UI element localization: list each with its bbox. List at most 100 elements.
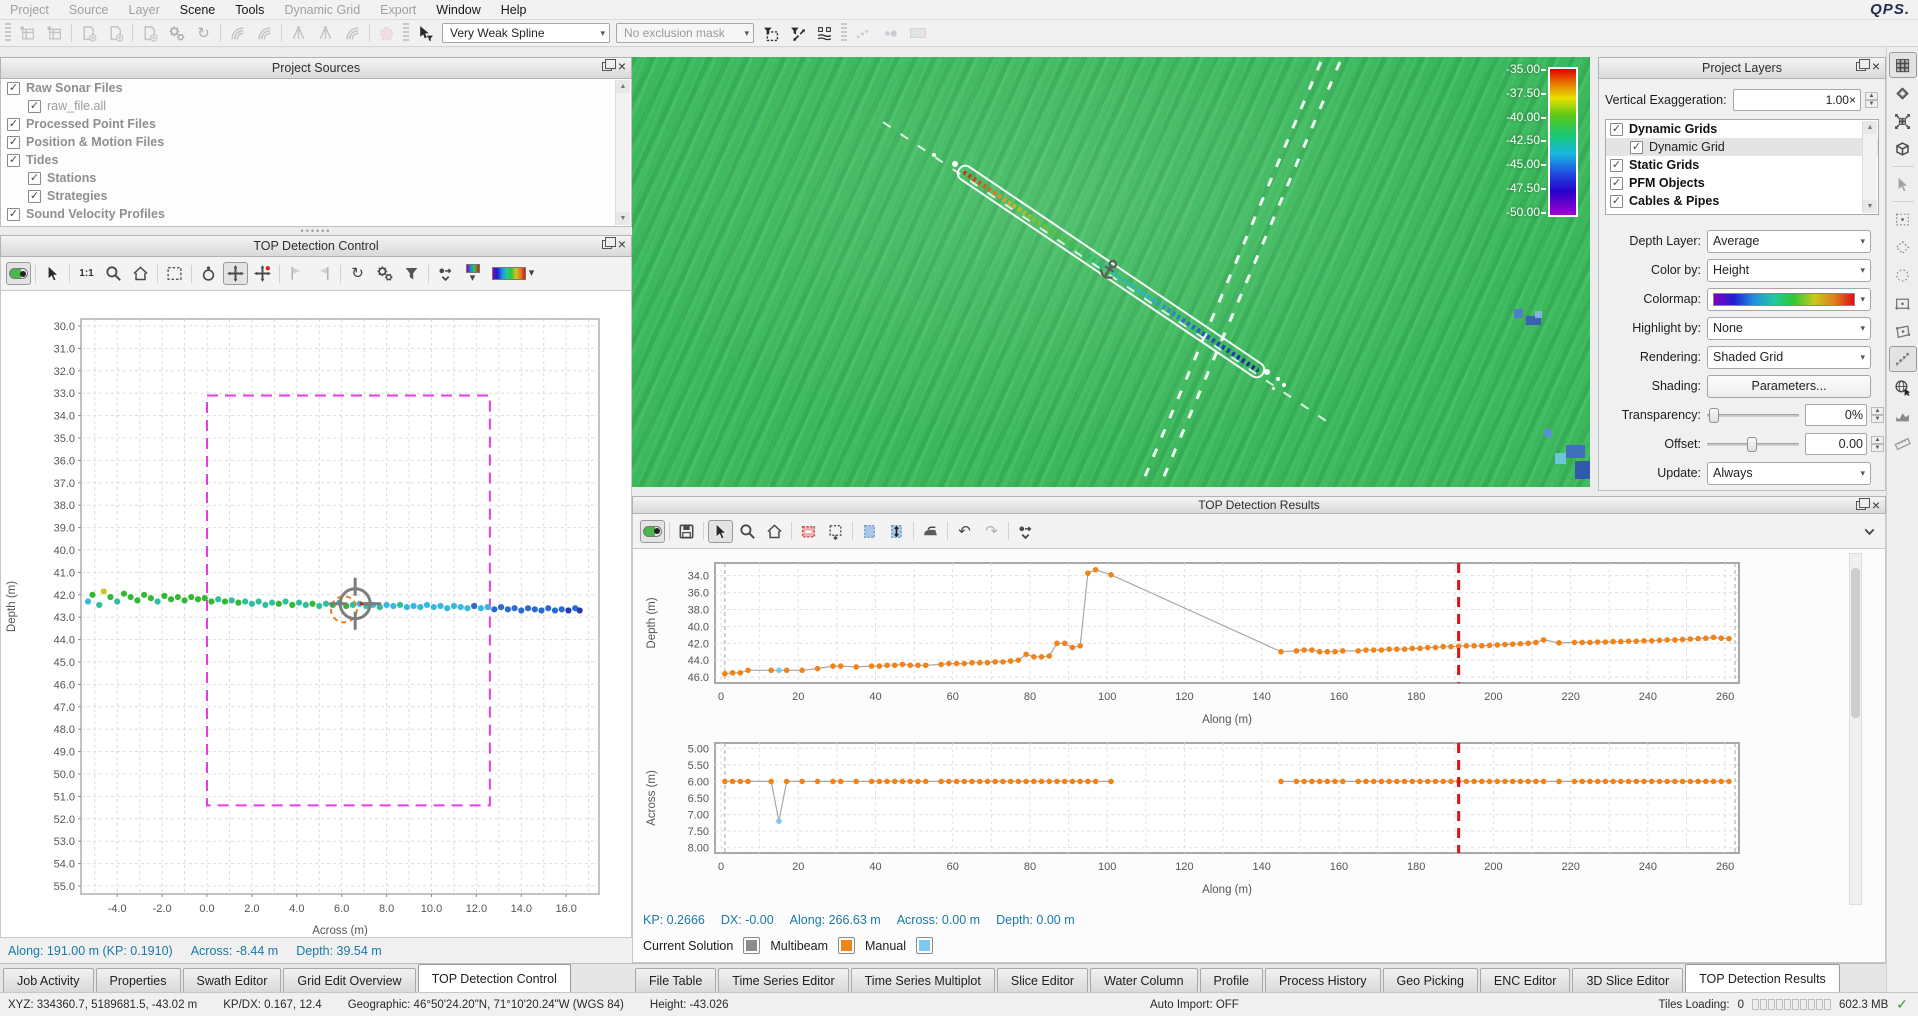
delete-region-icon[interactable] <box>796 520 821 543</box>
checkbox-icon[interactable]: ✓ <box>28 189 41 203</box>
layer-tree-item[interactable]: ✓ Static Grids <box>1606 156 1878 174</box>
zoom-icon[interactable] <box>101 262 126 285</box>
checkbox-icon[interactable]: ✓ <box>1610 158 1623 172</box>
histogram-icon[interactable] <box>1889 402 1917 428</box>
select-points-rect-icon[interactable] <box>1889 206 1917 232</box>
home-view-icon[interactable] <box>762 520 787 543</box>
checkbox-icon[interactable]: ✓ <box>7 117 20 131</box>
scroll-down-icon[interactable]: ▼ <box>616 212 630 225</box>
select-points-poly-icon[interactable] <box>1889 234 1917 260</box>
slice-expand-icon[interactable] <box>884 520 909 543</box>
mask-select-icon[interactable] <box>758 22 783 45</box>
layer-tree-item[interactable]: ✓ PFM Objects <box>1606 174 1878 192</box>
checkbox-icon[interactable]: ✓ <box>1610 122 1623 136</box>
pan-tool-icon[interactable] <box>223 262 248 285</box>
vertical-exaggeration-input[interactable]: 1.00× <box>1733 89 1861 111</box>
transparency-slider-spinner[interactable]: ▲ ▼ <box>1871 407 1884 423</box>
layers-scrollbar[interactable]: ▲ ▼ <box>1862 121 1877 213</box>
color-by-select[interactable]: Height ▾ <box>1707 258 1871 282</box>
show-results-toggle[interactable] <box>640 519 665 543</box>
float-panel-icon[interactable] <box>601 58 616 71</box>
slider-knob[interactable] <box>1708 408 1719 423</box>
profile-line-icon[interactable] <box>1888 346 1917 372</box>
mask-pattern-icon[interactable] <box>812 22 837 45</box>
close-panel-icon[interactable]: × <box>1871 58 1880 74</box>
scroll-down-icon[interactable]: ▼ <box>1863 200 1877 213</box>
checkbox-icon[interactable]: ✓ <box>1630 140 1643 154</box>
close-panel-icon[interactable]: × <box>1871 497 1880 513</box>
float-panel-icon[interactable] <box>1855 58 1870 71</box>
transparency-slider-value[interactable]: 0% <box>1805 404 1867 426</box>
tab-properties[interactable]: Properties <box>95 968 181 992</box>
tab-time-series-editor[interactable]: Time Series Editor <box>718 968 849 992</box>
checkbox-icon[interactable]: ✓ <box>1610 176 1623 190</box>
shading-parameters-button[interactable]: Parameters... <box>1707 374 1871 398</box>
undo-icon[interactable]: ↶ <box>958 522 971 540</box>
geo-pick-icon[interactable] <box>1889 374 1917 400</box>
layer-tree-item[interactable]: ✓ Dynamic Grid <box>1606 138 1878 156</box>
offset-slider[interactable] <box>1707 435 1799 453</box>
tab-water-column[interactable]: Water Column <box>1090 968 1198 992</box>
checkbox-icon[interactable]: ✓ <box>1610 194 1623 208</box>
point-mode-dropdown-icon[interactable] <box>1013 520 1038 543</box>
exclusion-mask-combo[interactable]: No exclusion mask ▾ <box>616 23 754 43</box>
tab-top-detection-results[interactable]: TOP Detection Results <box>1685 964 1840 992</box>
mask-expand-icon[interactable] <box>785 22 810 45</box>
save-icon[interactable] <box>674 520 699 543</box>
source-tree-item[interactable]: ✓ Processed Point Files <box>1 115 631 133</box>
menu-source[interactable]: Source <box>68 2 109 17</box>
source-tree-item[interactable]: ✓ Position & Motion Files <box>1 133 631 151</box>
home-view-icon[interactable] <box>128 262 153 285</box>
toolbar-handle[interactable] <box>841 23 847 43</box>
tab-top-detection-control[interactable]: TOP Detection Control <box>417 964 571 992</box>
source-tree-item[interactable]: ✓ Raw Sonar Files <box>1 79 631 97</box>
radius-tool-icon[interactable] <box>196 262 221 285</box>
pan-point-tool-icon[interactable] <box>250 262 275 285</box>
toolbar-handle[interactable] <box>5 23 11 43</box>
smooth-icon[interactable] <box>918 520 943 543</box>
menu-dynamic-grid[interactable]: Dynamic Grid <box>284 2 361 17</box>
pointer-tool-icon[interactable] <box>708 519 733 543</box>
refresh-icon[interactable]: ↻ <box>351 265 364 282</box>
tab-process-history[interactable]: Process History <box>1264 968 1381 992</box>
vertical-exaggeration-spinner[interactable]: ▲ ▼ <box>1865 92 1878 108</box>
highlight-by-select[interactable]: None ▾ <box>1707 316 1871 340</box>
profile-poly-icon[interactable] <box>1889 318 1917 344</box>
fit-3d-icon[interactable] <box>1889 136 1917 162</box>
select-rect-icon[interactable] <box>162 262 187 285</box>
menu-scene[interactable]: Scene <box>179 2 216 17</box>
scroll-up-icon[interactable]: ▲ <box>616 80 630 93</box>
checkbox-icon[interactable]: ✓ <box>7 153 20 167</box>
layer-tree-item[interactable]: ✓ Cables & Pipes <box>1606 192 1878 210</box>
spline-strength-combo[interactable]: Very Weak Spline ▾ <box>442 23 610 43</box>
color-mode-dropdown-icon[interactable]: ▾ <box>460 262 485 285</box>
point-mode-dropdown-icon[interactable] <box>433 262 458 285</box>
select-points-lasso-icon[interactable] <box>1889 262 1917 288</box>
layer-tree-item[interactable]: ✓ Dynamic Grids <box>1606 120 1878 138</box>
tab-grid-edit-overview[interactable]: Grid Edit Overview <box>283 968 416 992</box>
transparency-slider[interactable] <box>1707 406 1799 424</box>
show-detections-toggle[interactable] <box>6 262 31 285</box>
source-tree-item[interactable]: ✓ Stations <box>1 169 631 187</box>
detection-control-chart[interactable]: 30.0 31.0 32.0 33.0 34.0 35.0 36.0 37.0 38.0 39.0… <box>0 291 632 938</box>
rendering-select[interactable]: Shaded Grid ▾ <box>1707 345 1871 369</box>
scroll-up-icon[interactable]: ▲ <box>1863 121 1877 134</box>
tab-slice-editor[interactable]: Slice Editor <box>996 968 1089 992</box>
depth-layer-select[interactable]: Average ▾ <box>1707 229 1871 253</box>
close-panel-icon[interactable]: × <box>617 236 626 252</box>
menu-export[interactable]: Export <box>380 2 417 17</box>
checkbox-icon[interactable]: ✓ <box>7 207 20 221</box>
update-select[interactable]: Always ▾ <box>1707 461 1871 485</box>
checkbox-icon[interactable]: ✓ <box>28 99 41 113</box>
menu-project[interactable]: Project <box>10 2 49 17</box>
panel-splitter[interactable]: •••••• <box>300 226 332 236</box>
tab-file-table[interactable]: File Table <box>635 968 717 992</box>
tab-profile[interactable]: Profile <box>1199 968 1263 992</box>
tab-swath-editor[interactable]: Swath Editor <box>182 968 282 992</box>
grid-view-icon[interactable] <box>1888 52 1917 78</box>
toolbar-expand-chevron-icon[interactable] <box>1861 523 1878 543</box>
select-down-icon[interactable] <box>823 520 848 543</box>
source-tree-item[interactable]: ✓ Sound Velocity Profiles <box>1 205 631 223</box>
legend-color-chip[interactable] <box>743 937 761 954</box>
checkbox-icon[interactable]: ✓ <box>28 171 41 185</box>
